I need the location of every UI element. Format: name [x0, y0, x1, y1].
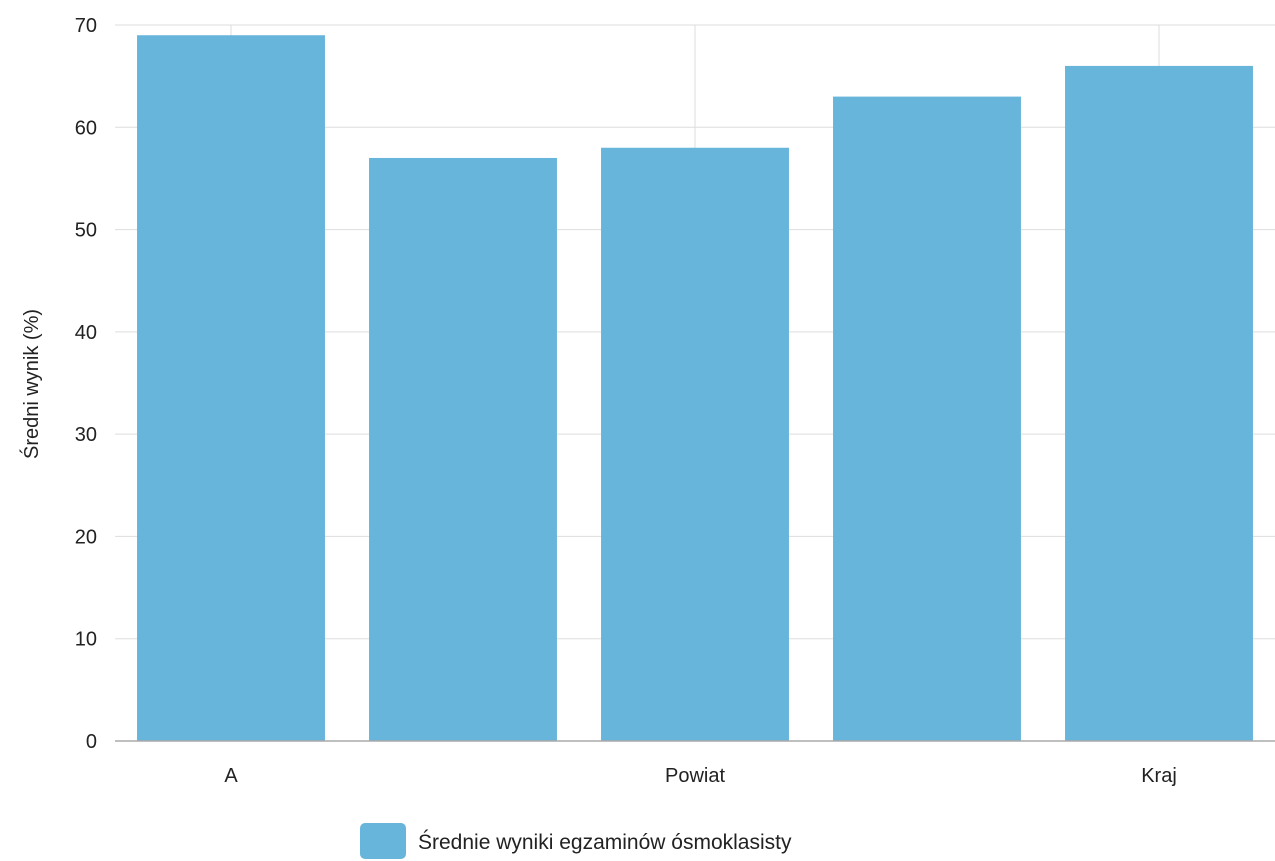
y-tick-label: 60 [75, 117, 97, 139]
legend-swatch [360, 823, 406, 859]
y-tick-label: 70 [75, 15, 97, 37]
legend: Średnie wyniki egzaminów ósmoklasisty [360, 823, 792, 859]
bar [833, 96, 1021, 742]
x-tick-label: Powiat [665, 765, 725, 787]
y-tick-label: 30 [75, 424, 97, 446]
bar [369, 157, 557, 741]
y-tick-label: 10 [75, 629, 97, 651]
bar [1065, 65, 1253, 741]
y-tick-label: 0 [86, 731, 97, 753]
x-tick-label: A [224, 765, 238, 787]
y-tick-label: 40 [75, 322, 97, 344]
y-tick-label: 20 [75, 526, 97, 548]
legend-label: Średnie wyniki egzaminów ósmoklasisty [418, 830, 792, 854]
bars-layer [137, 35, 1253, 742]
y-tick-labels: 0 10 20 30 40 50 60 70 [75, 15, 97, 753]
x-tick-labels: A Powiat Kraj [224, 765, 1176, 787]
y-tick-label: 50 [75, 220, 97, 242]
y-axis-title: Średni wynik (%) [19, 309, 43, 459]
bar [137, 35, 325, 741]
bar [601, 147, 789, 741]
x-tick-label: Kraj [1141, 765, 1177, 787]
